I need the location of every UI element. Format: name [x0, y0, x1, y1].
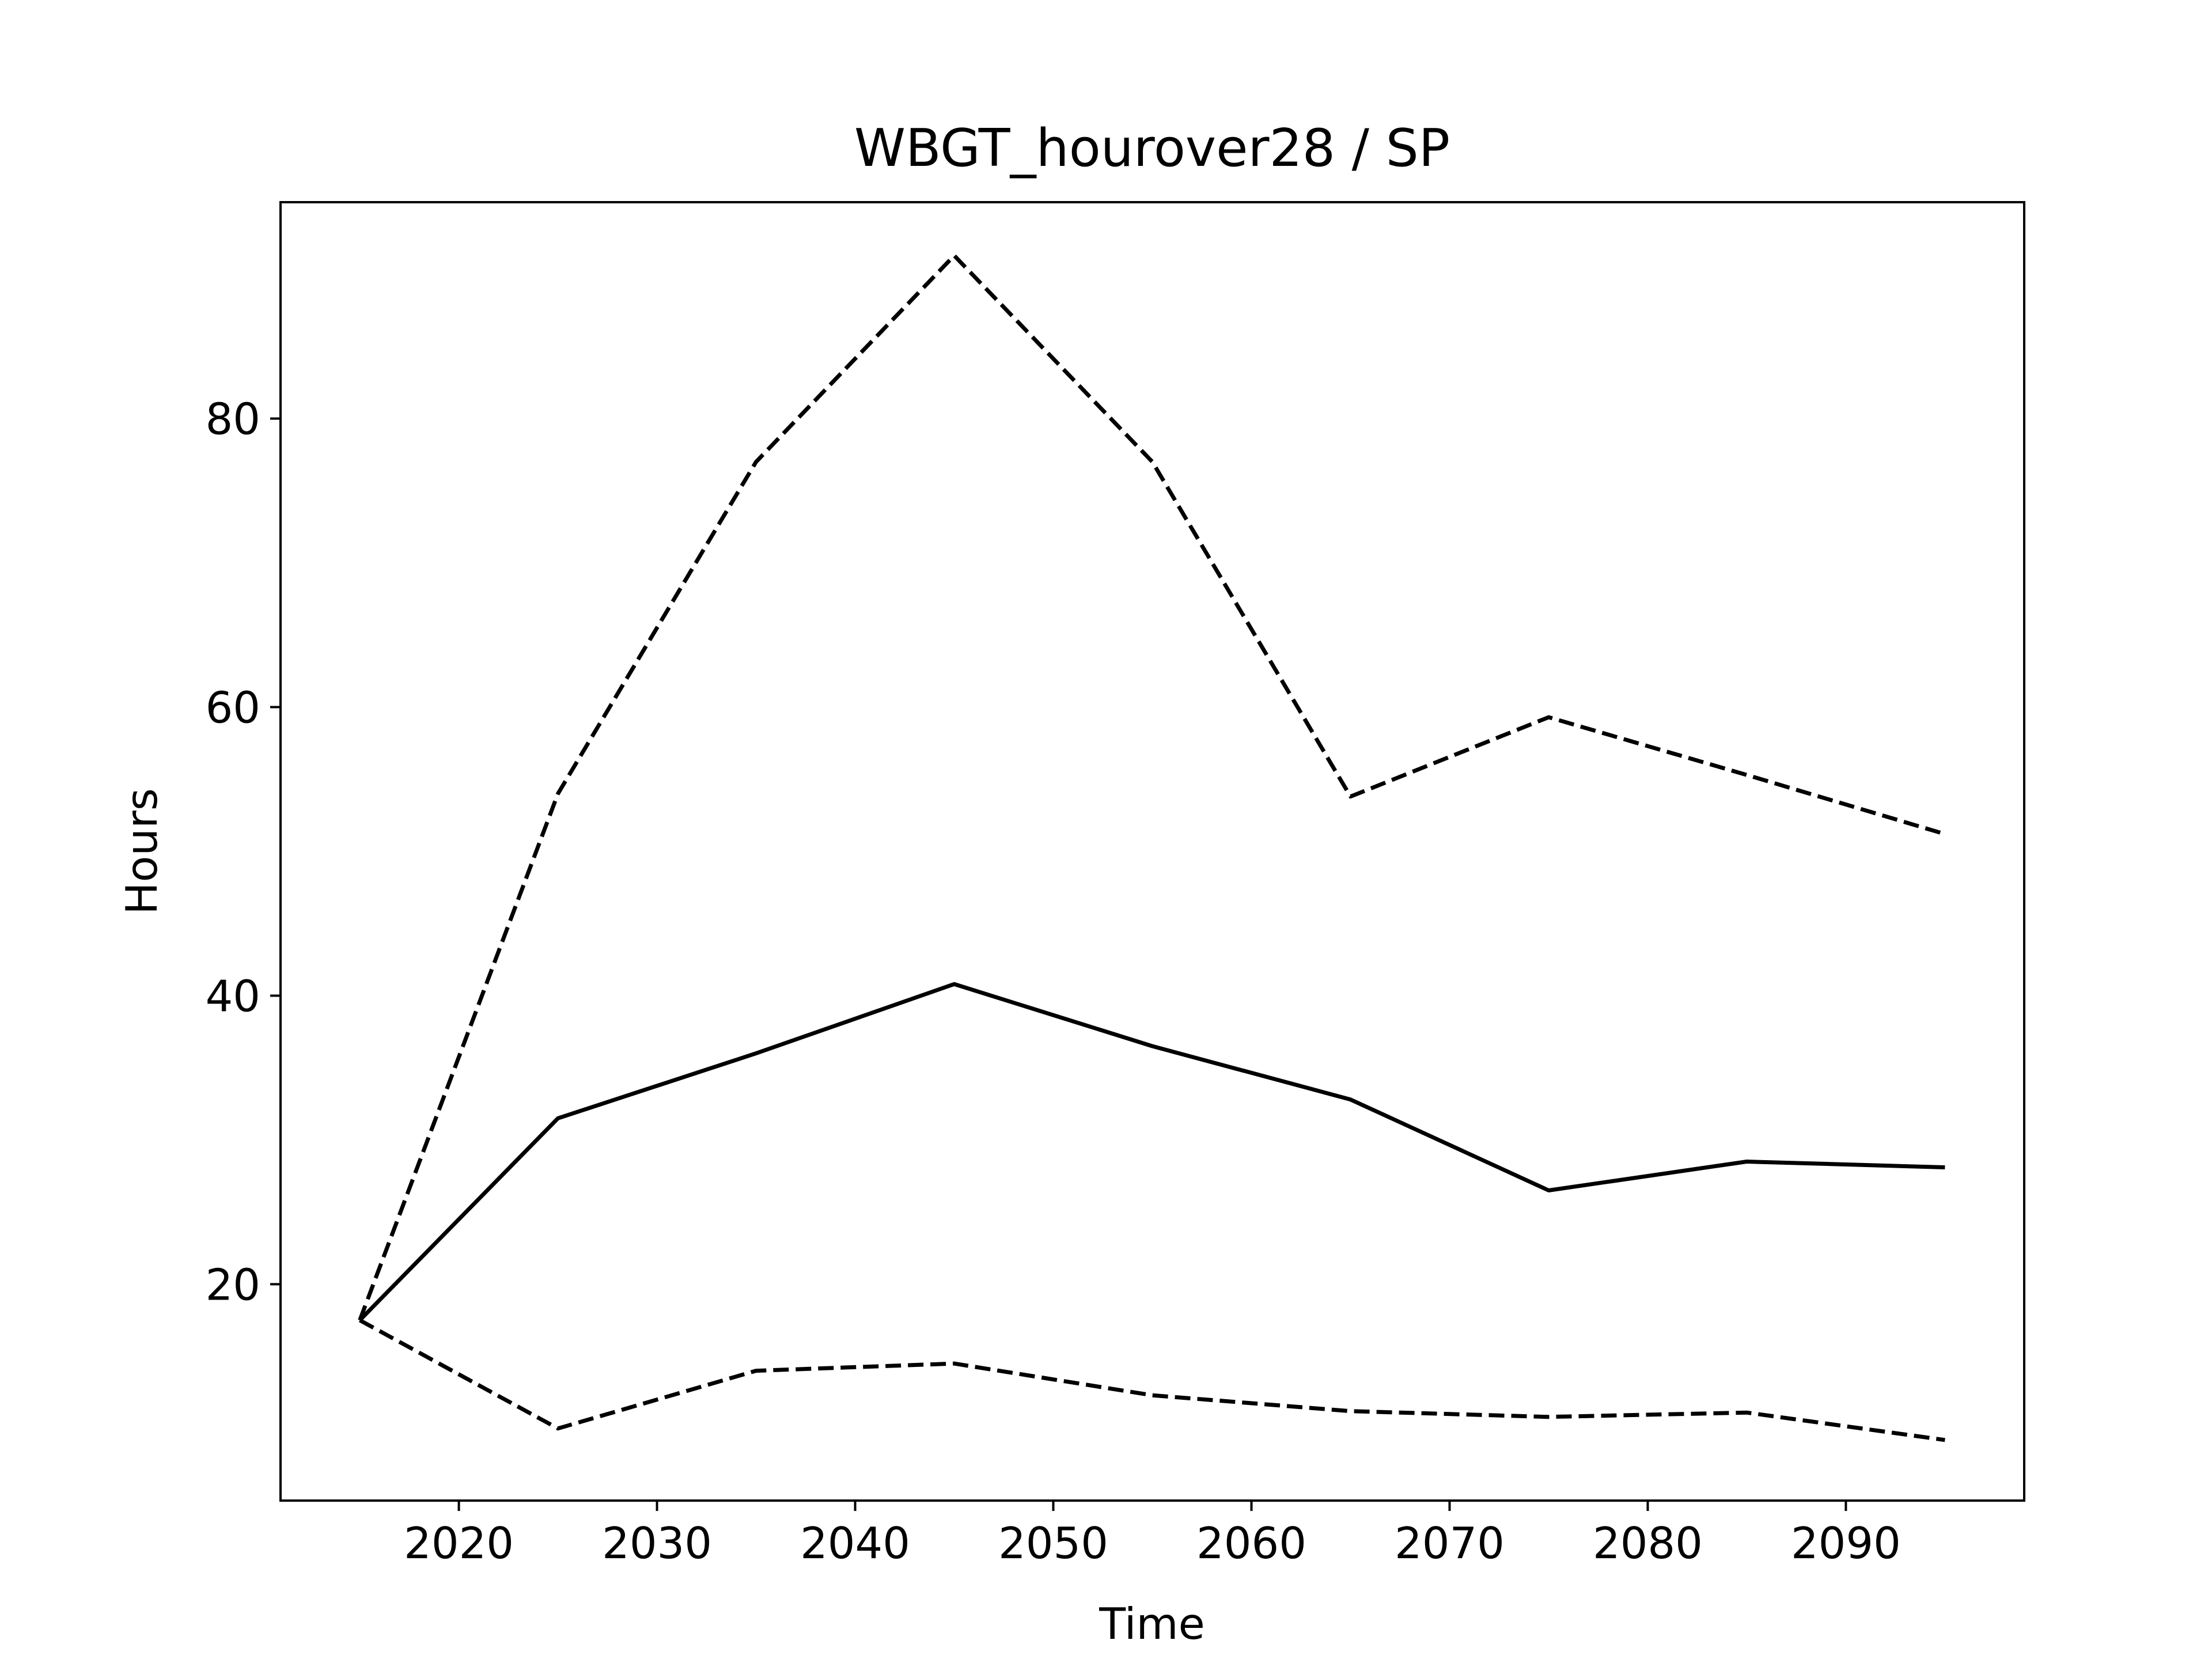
series-line-1 [358, 982, 1945, 1322]
y-tick-label: 80 [206, 394, 260, 445]
x-tick-label: 2050 [998, 1518, 1108, 1569]
x-tick-label: 2040 [800, 1518, 910, 1569]
y-tick-label: 60 [206, 683, 260, 733]
x-axis-title: Time [1099, 1599, 1205, 1649]
x-tick-label: 2080 [1593, 1518, 1703, 1569]
x-tick-label: 2030 [602, 1518, 712, 1569]
y-tick-label: 40 [206, 971, 260, 1021]
x-tick-label: 2090 [1791, 1518, 1901, 1569]
series-line-3 [358, 1318, 1945, 1442]
y-tick-label: 20 [206, 1259, 260, 1310]
chart-title: WBGT_hourover28 / SP [854, 118, 1450, 179]
x-axis-ticks: 2020 2030 2040 2050 2060 2070 2080 2090 [404, 1501, 1901, 1569]
series-line-2 [358, 253, 1946, 1321]
x-tick-label: 2020 [404, 1518, 514, 1569]
x-tick-label: 2060 [1196, 1518, 1306, 1569]
series-layer [358, 253, 1946, 1442]
y-axis-ticks: 20 40 60 80 [206, 394, 281, 1310]
x-tick-label: 2070 [1395, 1518, 1505, 1569]
plot-area-frame [279, 201, 2025, 1502]
y-axis-title: Hours [116, 788, 167, 915]
